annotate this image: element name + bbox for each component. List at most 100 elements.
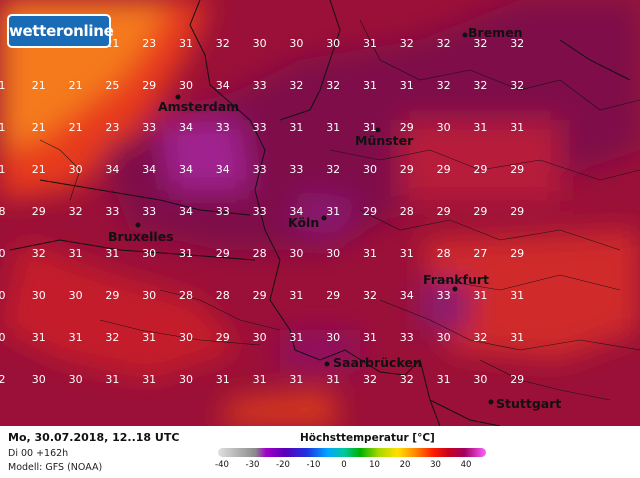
grid-temperature-value: 30 [289,247,303,260]
grid-temperature-value: 32 [400,373,414,386]
city-label-stuttgart: Stuttgart [496,396,561,411]
grid-temperature-value: 32 [437,37,451,50]
grid-temperature-value: 28 [179,289,193,302]
grid-temperature-value: 34 [216,163,230,176]
forecast-date: Mo, 30.07.2018, 12..18 UTC [8,431,180,444]
grid-temperature-value: 21 [32,121,46,134]
grid-temperature-value: 32 [473,331,487,344]
city-label-munster: Münster [355,133,414,148]
grid-temperature-value: 31 [473,289,487,302]
legend-tick-label: -30 [245,460,260,470]
grid-temperature-value: 0 [0,289,6,302]
grid-temperature-value: 29 [510,163,524,176]
grid-temperature-value: 31 [216,373,230,386]
legend-tick-label: 0 [341,460,347,470]
grid-temperature-value: 33 [216,205,230,218]
grid-temperature-value: 31 [32,331,46,344]
grid-temperature-value: 34 [216,79,230,92]
model-run: Di 00 +162h [8,448,69,459]
grid-temperature-value: 33 [216,121,230,134]
grid-temperature-value: 28 [253,247,267,260]
city-label-amsterdam: Amsterdam [158,99,239,114]
grid-temperature-value: 32 [363,289,377,302]
grid-temperature-value: 32 [510,37,524,50]
wetteronline-logo[interactable]: wetteronline [7,14,114,48]
grid-temperature-value: 31 [326,121,340,134]
legend-tick-label: -40 [215,460,229,470]
grid-temperature-value: 34 [400,289,414,302]
grid-temperature-value: 34 [179,205,193,218]
grid-temperature-value: 28 [400,205,414,218]
grid-temperature-value: 31 [363,79,377,92]
grid-temperature-value: 31 [105,373,119,386]
grid-temperature-value: 31 [510,289,524,302]
legend-color-scale [218,448,486,457]
grid-temperature-value: 30 [253,331,267,344]
grid-temperature-value: 33 [142,121,156,134]
grid-temperature-value: 32 [473,79,487,92]
logo-text: wetteronline [9,22,114,40]
legend-tick-label: -10 [306,460,321,470]
grid-temperature-value: 31 [363,331,377,344]
grid-temperature-value: 28 [216,289,230,302]
grid-temperature-value: 31 [510,331,524,344]
grid-temperature-value: 31 [69,247,83,260]
grid-temperature-value: 34 [142,163,156,176]
temperature-grid-labels: 2121233132303030313232323212121252930343… [0,37,524,386]
grid-temperature-value: 31 [510,121,524,134]
grid-temperature-value: 31 [473,121,487,134]
grid-temperature-value: 30 [179,373,193,386]
grid-temperature-value: 31 [437,373,451,386]
grid-temperature-value: 31 [179,37,193,50]
grid-temperature-value: 31 [289,331,303,344]
grid-temperature-value: 30 [142,289,156,302]
grid-temperature-value: 30 [32,289,46,302]
grid-temperature-value: 25 [105,79,119,92]
grid-temperature-value: 0 [0,247,6,260]
grid-temperature-value: 33 [105,205,119,218]
grid-temperature-value: 33 [142,205,156,218]
grid-temperature-value: 30 [179,79,193,92]
borders [9,0,631,426]
grid-temperature-value: 30 [179,331,193,344]
grid-temperature-value: 30 [326,331,340,344]
grid-temperature-value: 31 [253,373,267,386]
grid-temperature-value: 34 [105,163,119,176]
grid-temperature-value: 30 [69,373,83,386]
grid-temperature-value: 34 [179,163,193,176]
grid-temperature-value: 29 [510,205,524,218]
grid-temperature-value: 30 [326,247,340,260]
grid-temperature-value: 31 [289,121,303,134]
grid-temperature-value: 30 [142,247,156,260]
grid-temperature-value: 29 [473,205,487,218]
grid-temperature-value: 29 [473,163,487,176]
grid-temperature-value: 23 [105,121,119,134]
grid-temperature-value: 30 [69,289,83,302]
legend-tick-label: 20 [399,460,411,470]
grid-temperature-value: 34 [289,205,303,218]
grid-temperature-value: 21 [32,163,46,176]
grid-temperature-value: 29 [400,163,414,176]
grid-temperature-value: 30 [253,37,267,50]
grid-temperature-value: 0 [0,331,6,344]
grid-temperature-value: 31 [363,247,377,260]
legend-title: Höchsttemperatur [°C] [300,432,435,444]
grid-temperature-value: 32 [437,79,451,92]
grid-temperature-value: 32 [289,79,303,92]
grid-temperature-value: 31 [289,289,303,302]
grid-temperature-value: 1 [0,163,6,176]
grid-temperature-value: 29 [142,79,156,92]
model-name: Modell: GFS (NOAA) [8,462,103,473]
grid-temperature-value: 1 [0,121,6,134]
grid-temperature-value: 34 [179,121,193,134]
grid-temperature-value: 30 [437,331,451,344]
grid-temperature-value: 32 [510,79,524,92]
grid-temperature-value: 28 [437,247,451,260]
grid-temperature-value: 32 [105,331,119,344]
grid-temperature-value: 31 [105,247,119,260]
temperature-field [0,0,640,426]
grid-temperature-value: 29 [105,289,119,302]
grid-temperature-value: 32 [326,79,340,92]
grid-temperature-value: 32 [32,247,46,260]
grid-temperature-value: 23 [142,37,156,50]
